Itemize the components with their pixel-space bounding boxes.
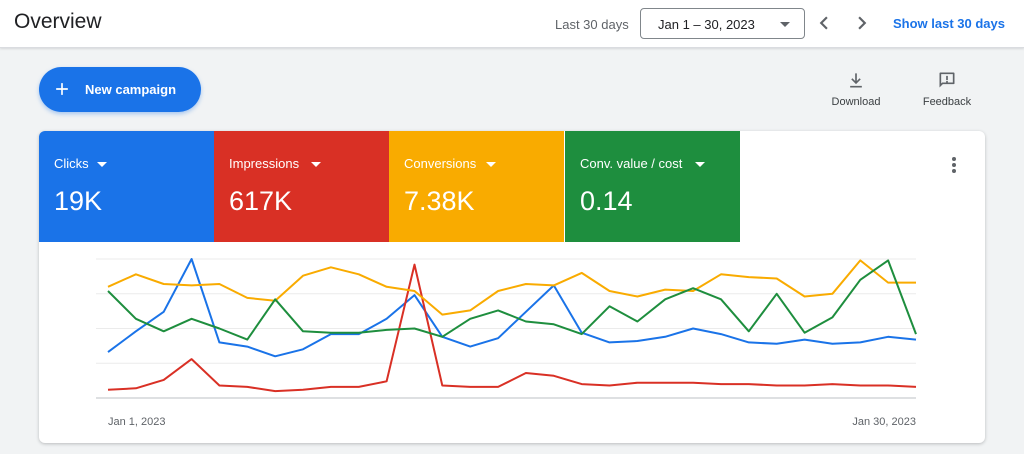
series-line-conversions	[107, 259, 916, 316]
x-tick-label-start: Jan 1, 2023	[108, 416, 166, 428]
caret-down-icon	[311, 162, 321, 167]
caret-down-icon	[486, 162, 496, 167]
x-tick-label-end: Jan 30, 2023	[852, 416, 916, 428]
chevron-left-icon	[819, 16, 828, 30]
more-options-button[interactable]	[945, 155, 963, 177]
metric-clicks[interactable]: Clicks 19K	[39, 131, 214, 242]
next-period-button[interactable]	[849, 10, 875, 36]
download-button[interactable]: Download	[825, 70, 887, 114]
performance-card: Clicks 19K Impressions 617K Conversions …	[39, 131, 985, 443]
metric-conversions[interactable]: Conversions 7.38K	[389, 131, 564, 242]
range-label: Last 30 days	[555, 17, 629, 32]
performance-line-chart: Jan 1, 2023 Jan 30, 2023	[96, 258, 917, 428]
caret-down-icon	[780, 22, 790, 27]
top-bar: Overview Last 30 days Jan 1 – 30, 2023 S…	[0, 0, 1024, 48]
chart-series	[107, 258, 917, 393]
metric-value: 617K	[229, 186, 293, 216]
new-campaign-label: New campaign	[85, 82, 177, 97]
metric-value: 19K	[54, 186, 103, 216]
chevron-right-icon	[858, 16, 867, 30]
date-range-value: Jan 1 – 30, 2023	[658, 17, 755, 32]
caret-down-icon	[695, 162, 705, 167]
feedback-button[interactable]: Feedback	[916, 70, 978, 114]
feedback-icon	[939, 72, 955, 88]
metric-label: Impressions	[229, 156, 300, 171]
chart-x-ticks: Jan 1, 2023 Jan 30, 2023	[108, 416, 916, 428]
previous-period-button[interactable]	[811, 10, 837, 36]
new-campaign-button[interactable]: New campaign	[39, 67, 201, 112]
series-line-impressions	[107, 263, 917, 393]
series-line-clicks	[107, 258, 917, 358]
feedback-label: Feedback	[922, 96, 972, 108]
plus-icon	[56, 83, 68, 95]
metric-value: 7.38K	[404, 186, 475, 216]
page-title: Overview	[14, 10, 102, 33]
chart-grid	[96, 258, 916, 399]
metric-value: 0.14	[580, 186, 633, 216]
download-label: Download	[831, 96, 881, 108]
download-icon	[850, 73, 862, 88]
more-vert-icon	[952, 157, 956, 161]
metric-label: Clicks	[54, 156, 89, 171]
date-range-select[interactable]: Jan 1 – 30, 2023	[640, 8, 805, 39]
metric-label: Conv. value / cost	[580, 156, 683, 171]
caret-down-icon	[97, 162, 107, 167]
metric-label: Conversions	[404, 156, 477, 171]
series-line-conv-value-cost	[107, 259, 917, 341]
metric-conv-value-cost[interactable]: Conv. value / cost 0.14	[565, 131, 740, 242]
show-last-30-days-link[interactable]: Show last 30 days	[893, 16, 1005, 31]
metric-impressions[interactable]: Impressions 617K	[214, 131, 389, 242]
